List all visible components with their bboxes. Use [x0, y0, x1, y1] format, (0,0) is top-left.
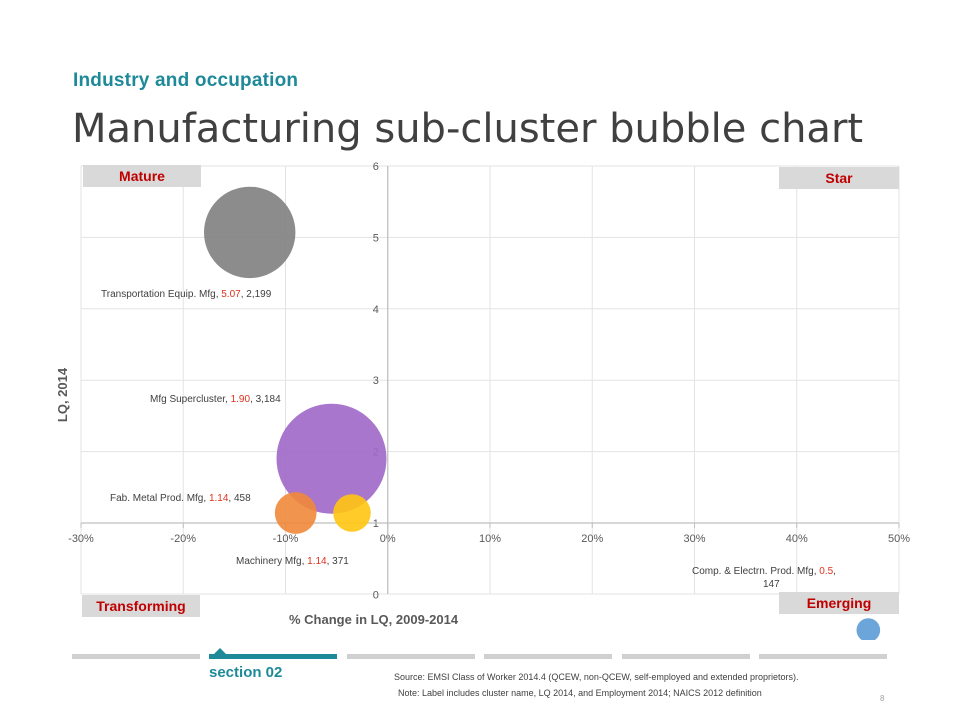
- bubble-0: [204, 186, 296, 279]
- page-title: Manufacturing sub-cluster bubble chart: [72, 106, 864, 152]
- quadrant-label-star: Star: [825, 170, 853, 186]
- quadrant-label-emerging: Emerging: [807, 595, 872, 611]
- page-number: 8: [880, 694, 885, 703]
- chart-axes: -30%-20%-10%0%10%20%30%40%50%0123456: [68, 161, 910, 601]
- y-tick-label: 6: [373, 161, 379, 173]
- y-tick-label: 1: [373, 518, 379, 530]
- bubble-label-2: Fab. Metal Prod. Mfg, 1.14, 458: [110, 493, 251, 504]
- x-tick-label: -20%: [170, 533, 196, 545]
- y-axis-title: LQ, 2014: [55, 367, 70, 422]
- x-axis-title: % Change in LQ, 2009-2014: [289, 612, 459, 627]
- quadrant-label-mature: Mature: [119, 168, 165, 184]
- nav-segment-1[interactable]: [72, 654, 200, 659]
- bubble-3: [333, 494, 371, 532]
- quadrant-star: Star: [779, 167, 899, 189]
- x-tick-label: 30%: [683, 533, 705, 545]
- nav-segment-4[interactable]: [484, 654, 612, 659]
- bubble-chart: -30%-20%-10%0%10%20%30%40%50%0123456 Mat…: [55, 161, 910, 640]
- nav-segment-6[interactable]: [759, 654, 887, 659]
- x-tick-label: 50%: [888, 533, 910, 545]
- source-note: Source: EMSI Class of Worker 2014.4 (QCE…: [394, 672, 799, 682]
- y-tick-label: 4: [373, 304, 379, 316]
- bubble-label-3: Machinery Mfg, 1.14, 371: [236, 556, 349, 567]
- nav-active-label[interactable]: section 02: [209, 664, 283, 681]
- bubble-labels: Transportation Equip. Mfg, 5.07, 2,199 Mf…: [101, 289, 836, 590]
- quadrant-mature: Mature: [83, 165, 201, 187]
- x-tick-label: 40%: [786, 533, 808, 545]
- bubbles: [204, 186, 881, 640]
- definition-note: Note: Label includes cluster name, LQ 20…: [398, 688, 762, 698]
- quadrant-transforming: Transforming: [82, 595, 200, 617]
- x-tick-label: 20%: [581, 533, 603, 545]
- nav-segment-5[interactable]: [622, 654, 750, 659]
- bubble-1: [276, 403, 387, 514]
- quadrant-emerging: Emerging: [779, 592, 899, 614]
- bubble-label-4: Comp. & Electrn. Prod. Mfg, 0.5, 147: [692, 566, 836, 590]
- y-tick-label: 3: [373, 375, 379, 387]
- nav-segment-2-active[interactable]: [209, 654, 337, 659]
- x-tick-label: 10%: [479, 533, 501, 545]
- bubble-label-1: Mfg Supercluster, 1.90, 3,184: [150, 394, 281, 405]
- x-tick-label: -10%: [273, 533, 299, 545]
- nav-segment-3[interactable]: [347, 654, 475, 659]
- y-tick-label: 5: [373, 232, 379, 244]
- bubble-label-0: Transportation Equip. Mfg, 5.07, 2,199: [101, 289, 272, 300]
- nav-indicator-caret: [214, 648, 226, 654]
- bubble-4: [856, 618, 881, 640]
- quadrant-label-transforming: Transforming: [96, 598, 185, 614]
- chart-grid: [80, 165, 900, 595]
- section-label: Industry and occupation: [73, 70, 299, 91]
- y-tick-label: 0: [373, 589, 379, 601]
- x-tick-label: -30%: [68, 533, 94, 545]
- bubble-2: [274, 492, 317, 534]
